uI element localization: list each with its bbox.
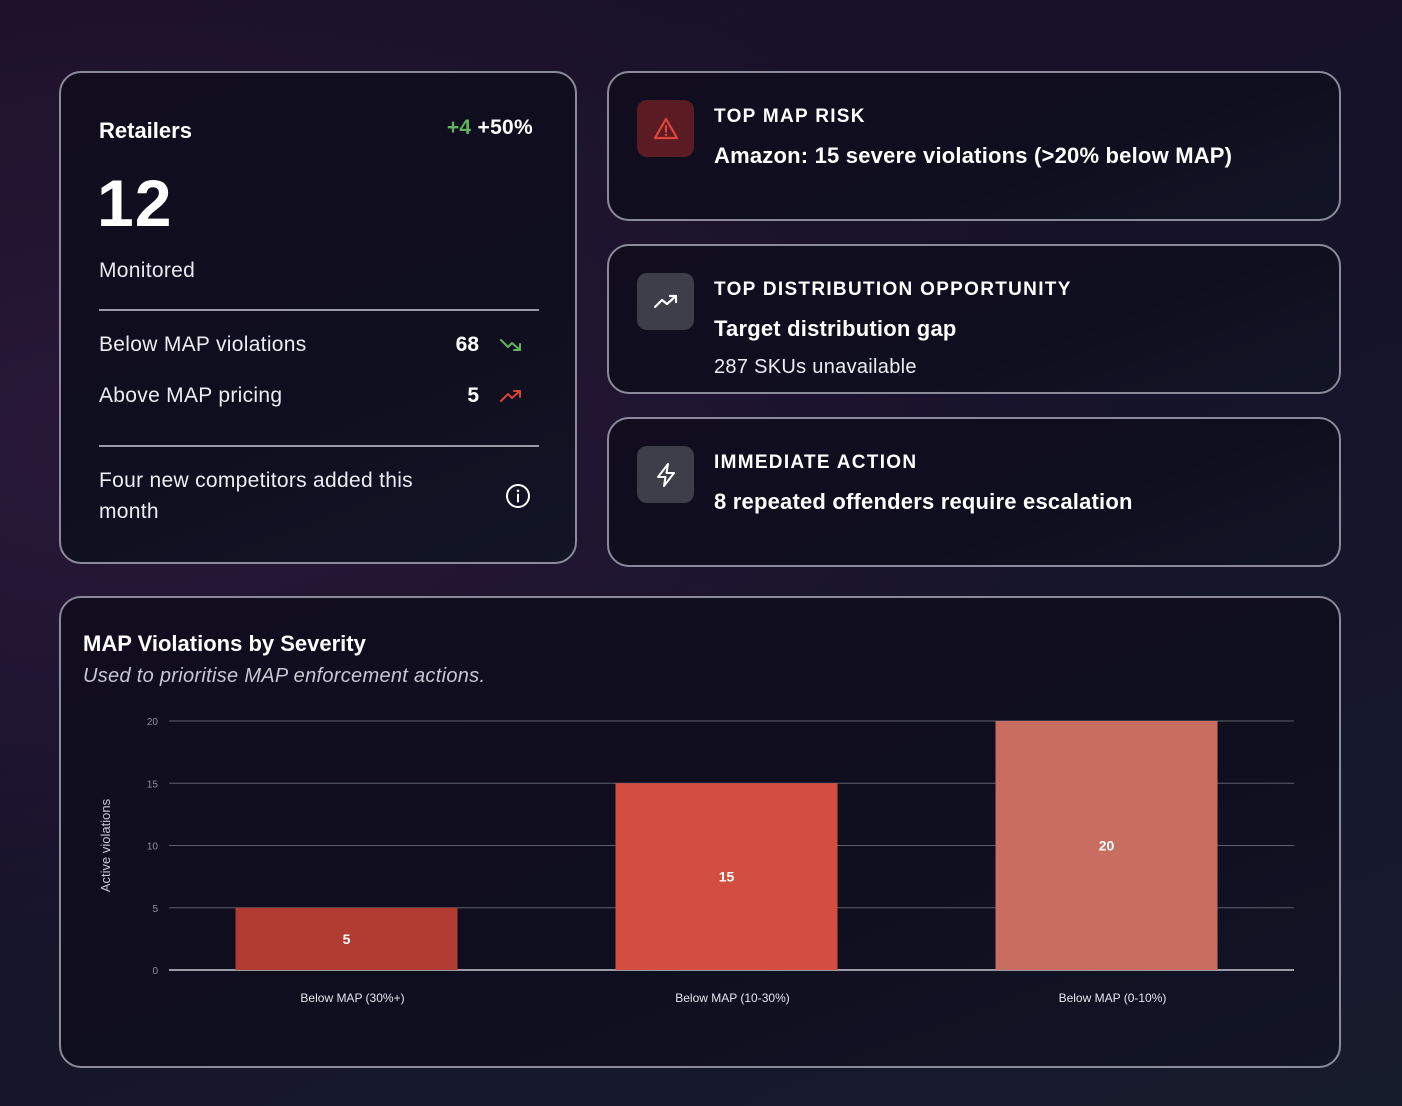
violations-bar-chart: 0 5 10 15 20 Active violations 5 Below MAP (30%… — [98, 717, 1294, 1005]
immediate-action-card: IMMEDIATE ACTION 8 repeated offenders re… — [607, 417, 1341, 567]
insight-detail: 287 SKUs unavailable — [714, 356, 917, 378]
y-tick-label: 5 — [152, 904, 158, 915]
info-icon[interactable] — [505, 483, 531, 509]
lightning-icon-box — [637, 446, 694, 503]
bar-data-label: 20 — [1099, 838, 1115, 854]
metric-label: Below MAP violations — [99, 333, 307, 356]
chart-subtitle: Used to prioritise MAP enforcement actio… — [83, 665, 486, 687]
chart-title: MAP Violations by Severity — [83, 631, 366, 656]
top-distribution-opportunity-card: TOP DISTRIBUTION OPPORTUNITY Target dist… — [607, 244, 1341, 394]
retailers-count: 12 — [97, 166, 173, 240]
insight-headline: Amazon: 15 severe violations (>20% below… — [714, 143, 1233, 168]
y-tick-label: 10 — [147, 842, 159, 853]
metric-label: Above MAP pricing — [99, 384, 283, 407]
insight-headline: 8 repeated offenders require escalation — [714, 489, 1133, 514]
retailers-delta-count: +4 — [446, 116, 472, 139]
warning-icon-box — [637, 100, 694, 157]
competitors-note: Four new competitors added this month — [99, 469, 413, 523]
violations-chart-card: MAP Violations by Severity Used to prior… — [59, 596, 1341, 1068]
y-tick-label: 15 — [147, 779, 159, 790]
metric-row-below-map: Below MAP violations 68 — [99, 333, 523, 363]
bar — [235, 907, 458, 970]
retailers-count-label: Monitored — [99, 259, 196, 282]
bar — [995, 721, 1218, 970]
trending-up-icon — [653, 294, 677, 308]
metric-value: 68 — [455, 333, 479, 356]
warning-icon — [653, 117, 678, 139]
y-axis-label: Active violations — [98, 798, 113, 892]
retailers-delta: +4 +50% — [447, 116, 533, 140]
trending-down-icon — [500, 339, 521, 351]
retailers-delta-percent: +50% — [477, 116, 533, 139]
top-map-risk-card: TOP MAP RISK Amazon: 15 severe violation… — [607, 71, 1341, 221]
y-tick-label: 0 — [152, 966, 158, 977]
metric-value: 5 — [467, 384, 479, 407]
bar-data-label: 15 — [719, 869, 735, 885]
divider — [99, 445, 539, 447]
retailers-card: Retailers +4 +50% 12 Monitored Below MAP… — [59, 71, 577, 564]
insight-label: IMMEDIATE ACTION — [714, 452, 918, 473]
insight-label: TOP DISTRIBUTION OPPORTUNITY — [714, 279, 1072, 300]
bar-data-label: 5 — [343, 931, 351, 947]
bar — [615, 783, 838, 970]
x-tick-label: Below MAP (0-10%) — [1059, 991, 1167, 1005]
divider — [99, 309, 539, 311]
metric-row-above-map: Above MAP pricing 5 — [99, 384, 523, 414]
lightning-icon — [656, 462, 675, 487]
retailers-title: Retailers — [99, 118, 192, 143]
insight-label: TOP MAP RISK — [714, 106, 866, 127]
trending-up-icon — [500, 390, 521, 402]
x-tick-label: Below MAP (30%+) — [300, 991, 404, 1005]
x-tick-label: Below MAP (10-30%) — [675, 991, 790, 1005]
trending-up-icon-box — [637, 273, 694, 330]
insight-headline: Target distribution gap — [714, 316, 957, 341]
y-tick-label: 20 — [147, 717, 159, 728]
